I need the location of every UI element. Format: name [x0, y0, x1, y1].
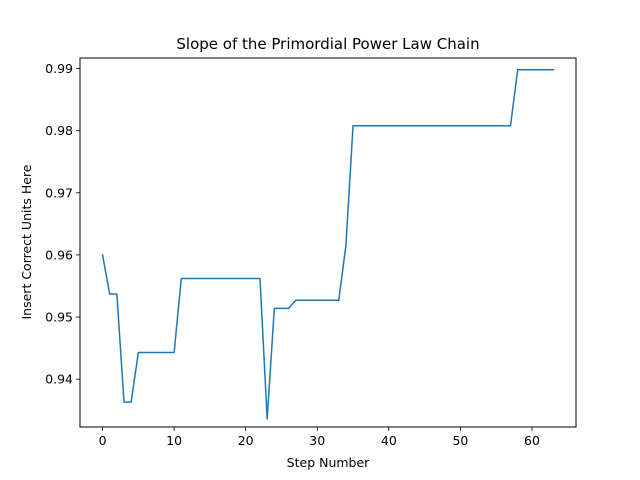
y-axis-ticks: 0.94 0.95 0.96 0.97 0.98 0.99 — [45, 61, 80, 387]
x-tick-label: 30 — [309, 433, 325, 448]
x-tick-label: 0 — [99, 433, 107, 448]
x-axis-label: Step Number — [287, 455, 371, 470]
y-tick-label: 0.97 — [45, 185, 73, 200]
y-tick-label: 0.96 — [45, 247, 73, 262]
y-axis-label: Insert Correct Units Here — [19, 164, 34, 319]
x-tick-label: 60 — [524, 433, 540, 448]
x-axis-ticks: 0 10 20 30 40 50 60 — [99, 427, 540, 448]
y-tick-label: 0.99 — [45, 61, 73, 76]
series-line-slope — [101, 69, 555, 420]
x-tick-label: 10 — [166, 433, 182, 448]
chart-title: Slope of the Primordial Power Law Chain — [176, 35, 479, 53]
y-tick-label: 0.98 — [45, 123, 73, 138]
x-tick-label: 50 — [452, 433, 468, 448]
x-tick-label: 20 — [238, 433, 254, 448]
series-layer — [101, 69, 555, 420]
plot-area-frame — [79, 57, 577, 428]
x-tick-label: 40 — [381, 433, 397, 448]
y-tick-label: 0.95 — [45, 310, 73, 325]
y-tick-label: 0.94 — [45, 372, 73, 387]
